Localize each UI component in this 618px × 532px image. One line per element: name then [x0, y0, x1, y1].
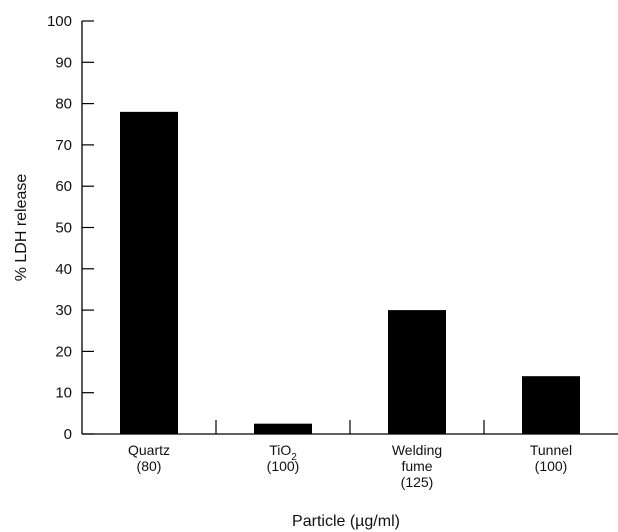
bars: [120, 111, 580, 435]
y-tick-label: 40: [55, 261, 72, 278]
y-tick-label: 70: [55, 137, 72, 154]
y-tick-label: 60: [55, 178, 72, 195]
x-axis-ticks: [215, 420, 485, 434]
category-labels: Quartz(80)TiO2(100)Weldingfume(125)Tunne…: [128, 442, 572, 490]
category-label: (125): [401, 474, 434, 490]
x-axis-title: Particle (µg/ml): [292, 513, 400, 530]
category-label-subscript: 2: [291, 452, 297, 463]
category-label: Tunnel: [530, 442, 572, 458]
category-label: TiO2: [269, 442, 297, 463]
bar: [254, 423, 312, 434]
y-tick-label: 20: [55, 343, 72, 360]
y-tick-label: 30: [55, 302, 72, 319]
category-label: fume: [401, 458, 432, 474]
y-axis-ticks: 0 10 20 30 40 50 60 70 80 90 100: [47, 13, 94, 443]
y-tick-label: 80: [55, 96, 72, 113]
bar: [388, 310, 446, 434]
category-label-main: TiO: [269, 442, 291, 458]
category-label: (100): [267, 458, 300, 474]
category-label: Quartz: [128, 442, 170, 458]
bar: [522, 376, 580, 434]
y-tick-label: 50: [55, 220, 72, 237]
y-axis-title: % LDH release: [13, 174, 30, 282]
category-label: (100): [535, 458, 568, 474]
y-tick-label: 10: [55, 385, 72, 402]
bar: [120, 111, 178, 435]
category-label: (80): [137, 458, 162, 474]
category-label: Welding: [392, 442, 442, 458]
y-tick-label: 90: [55, 54, 72, 71]
y-tick-label: 100: [47, 13, 72, 30]
y-tick-label: 0: [64, 426, 72, 443]
